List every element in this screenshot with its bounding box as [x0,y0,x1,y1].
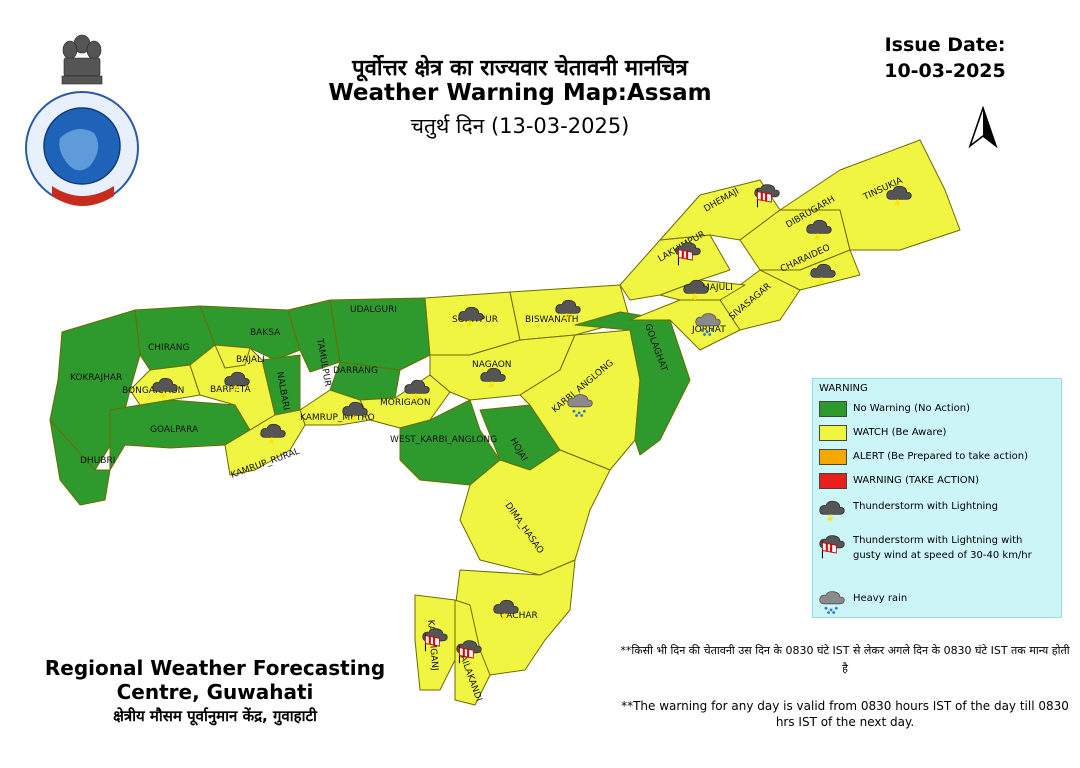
legend-swatch-alert [819,449,847,465]
label-biswanath: BISWANATH [525,315,579,325]
label-chirang: CHIRANG [148,343,189,353]
district-tinsukia [779,139,961,251]
legend-thunderstorm-icon [819,500,845,521]
rwfc-line1: Regional Weather Forecasting [44,656,386,680]
label-jorhat: JORHAT [691,325,726,335]
district-charaideo [759,249,861,291]
district-dhubri [49,419,111,506]
label-kamrup-metro: KAMRUP_METRO [300,413,375,423]
legend-title: WARNING [819,383,868,394]
district-dima-hasao [459,449,611,576]
label-majuli: MAJULI [702,283,733,293]
map-title: Weather Warning Map:Assam [328,80,712,106]
legend-heavy-rain-icon [819,591,845,615]
label-bongaigaon: BONGAIGAON [122,386,184,396]
validity-note-english: **The warning for any day is valid from … [621,699,1069,729]
legend-swatch-no-warning [819,401,847,417]
north-arrow-icon [966,105,1000,150]
imd-logo [22,28,142,218]
issue-date-label: Issue Date: [884,34,1006,56]
rwfc-line2: Centre, Guwahati [116,680,314,704]
label-darrang: DARRANG [333,366,378,376]
label-morigaon: MORIGAON [380,398,431,408]
forecast-day-label: चतुर्थ दिन (13-03-2025) [410,114,630,138]
label-bajali: BAJALI [236,355,265,365]
legend-label-alert: ALERT (Be Prepared to take action) [853,451,1028,462]
legend-label-thunderstorm: Thunderstorm with Lightning [853,501,998,512]
label-dhubri: DHUBRI [80,456,115,466]
label-udalguri: UDALGURI [350,305,397,315]
label-barpeta: BARPETA [210,385,251,395]
issue-date-value: 10-03-2025 [884,60,1006,82]
label-baksa: BAKSA [250,328,281,338]
label-west-karbi-anglong: WEST_KARBI_ANGLONG [390,435,497,445]
district-bajali [214,344,251,369]
map-title-hindi: पूर्वोत्तर क्षेत्र का राज्यवार चेतावनी म… [352,56,688,81]
legend-swatch-warning [819,473,847,489]
label-goalpara: GOALPARA [150,425,199,435]
legend-label-no-warning: No Warning (No Action) [853,403,970,414]
legend-thunderstorm-gusty-wind-icon [819,535,845,559]
rwfc-credit: Regional Weather Forecasting Centre, Guw… [40,656,390,728]
imd-emblem-icon [25,34,139,206]
label-kokrajhar: KOKRAJHAR [70,373,122,383]
issue-date: Issue Date: 10-03-2025 [870,32,1020,84]
legend-swatch-watch [819,425,847,441]
label-cachar: CACHAR [500,611,538,621]
district-tamulpur [287,299,341,373]
legend-label-thunderstorm-gusty-wind: Thunderstorm with Lightning with gusty w… [853,535,1032,561]
rwfc-hindi: क्षेत्रीय मौसम पूर्वानुमान केंद्र, गुवाह… [113,707,317,725]
legend-label-warning: WARNING (TAKE ACTION) [853,475,980,486]
legend-label-watch: WATCH (Be Aware) [853,427,947,438]
validity-note-hindi: **किसी भी दिन की चेतावनी उस दिन के 0830 … [620,644,1070,675]
label-nagaon: NAGAON [472,360,512,370]
district-kamrup-rural [224,409,306,476]
map-legend: WARNING No Warning (No Action) WATCH (Be… [812,378,1062,618]
legend-label-heavy-rain: Heavy rain [853,593,908,604]
